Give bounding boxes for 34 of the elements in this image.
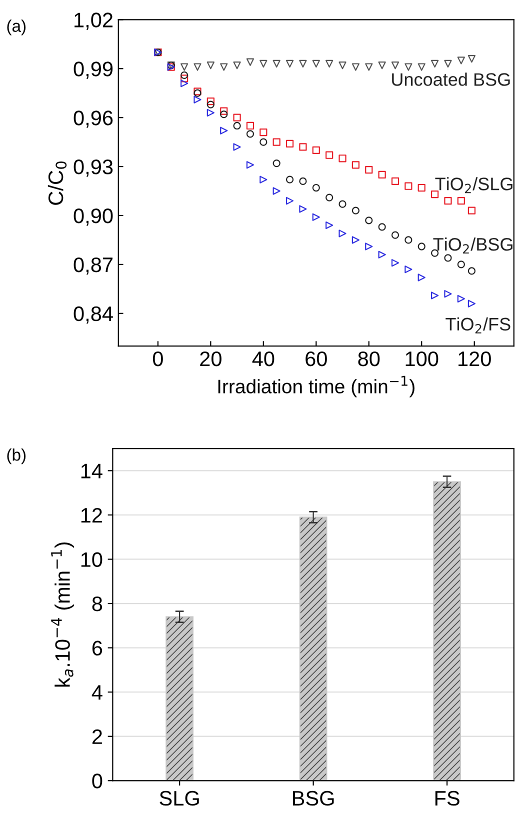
series-label: Uncoated BSG: [392, 72, 510, 86]
y-tick-label: 8: [92, 596, 102, 612]
y-tick-label: 0,99: [74, 62, 113, 79]
y-tick-label: 6: [92, 640, 102, 656]
y-tick-label: 0,84: [74, 306, 113, 324]
text: (b): [7, 448, 26, 464]
y-tick-label: 1,02: [74, 12, 112, 30]
text: (a): [7, 20, 26, 36]
x-tick-label: 40: [252, 351, 274, 366]
y-axis-title: k$_{a}$.10$^{−4}$ (min$^{−1}$): [51, 542, 74, 687]
y-tick-label: 4: [92, 685, 102, 700]
y-tick-label: 0,90: [74, 208, 113, 226]
x-tick-label: BSG: [293, 790, 334, 806]
y-tick-label: 0,93: [74, 160, 113, 177]
x-tick-label: 60: [306, 351, 327, 366]
x-tick-label: 120: [458, 351, 491, 366]
x-tick-label: 20: [200, 351, 222, 366]
y-tick-label: 0,87: [74, 257, 112, 275]
series-label: TiO$_{2}$/FS: [446, 317, 510, 334]
y-axis-title: C/C$_{0}$: [48, 161, 67, 205]
y-tick-label: 12: [81, 508, 102, 523]
y-tick-label: 0: [92, 774, 102, 788]
x-axis-title: Irradiation time (min$^{−1}$): [218, 376, 414, 398]
x-tick-label: 0: [152, 351, 163, 366]
y-tick-label: 14: [81, 464, 102, 478]
x-tick-label: FS: [435, 790, 460, 806]
y-tick-label: 0,96: [74, 110, 113, 128]
x-tick-label: 80: [358, 351, 380, 366]
y-tick-label: 2: [92, 729, 102, 744]
y-tick-label: 10: [81, 552, 102, 567]
x-tick-label: 100: [406, 351, 438, 366]
series-label: TiO$_{2}$/BSG: [433, 237, 512, 254]
series-label: TiO$_{2}$/SLG: [435, 177, 512, 194]
x-tick-label: SLG: [160, 790, 199, 806]
